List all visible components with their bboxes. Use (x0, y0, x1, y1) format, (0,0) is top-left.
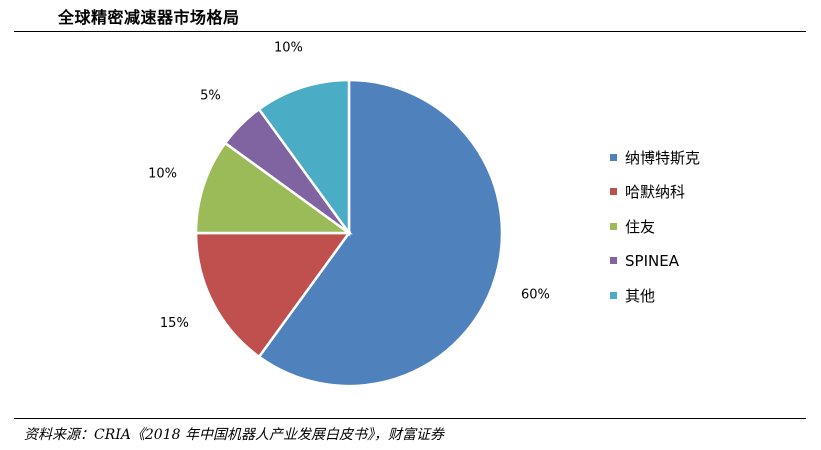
legend-item: 纳博特斯克 (610, 140, 700, 175)
slice-label: 10% (148, 166, 177, 181)
pie-slice (194, 231, 352, 359)
chart-title: 全球精密减速器市场格局 (58, 8, 240, 27)
legend-swatch (610, 153, 617, 161)
legend-item: SPINEA (610, 244, 700, 279)
pie-slice (194, 141, 353, 235)
source-note: 资料来源：CRIA《2018 年中国机器人产业发展白皮书》，财富证券 (24, 427, 444, 443)
pie-slice (257, 78, 351, 237)
slice-label: 60% (521, 288, 550, 303)
slice-label: 10% (274, 41, 303, 56)
slice-label: 15% (160, 316, 189, 331)
legend-label: 住友 (625, 217, 656, 236)
legend-item: 住友 (610, 209, 700, 244)
pie-slice (257, 78, 504, 388)
legend-item: 哈默纳科 (610, 175, 700, 210)
slice-label: 5% (200, 88, 221, 103)
legend-item: 其他 (610, 278, 700, 313)
legend: 纳博特斯克 哈默纳科 住友 SPINEA 其他 (610, 140, 700, 313)
legend-swatch (610, 257, 617, 265)
legend-swatch (610, 291, 617, 299)
legend-swatch (610, 222, 617, 230)
legend-label: 哈默纳科 (625, 183, 686, 202)
top-rule (14, 31, 806, 32)
legend-swatch (610, 188, 617, 196)
legend-label: 纳博特斯克 (625, 148, 701, 167)
bottom-rule (14, 418, 806, 419)
legend-label: SPINEA (625, 251, 679, 270)
legend-label: 其他 (625, 286, 656, 305)
